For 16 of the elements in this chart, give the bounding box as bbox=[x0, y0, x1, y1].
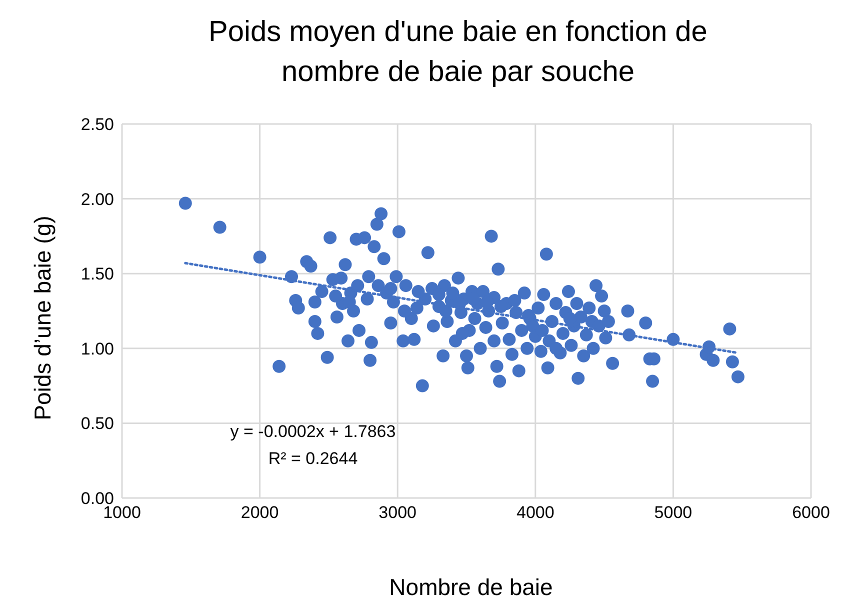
x-tick-label: 6000 bbox=[792, 503, 830, 522]
y-tick-label: 0.50 bbox=[80, 414, 114, 434]
y-tick-label: 1.00 bbox=[80, 339, 114, 358]
chart-title: Poids moyen d'une baie en fonction de nombre de baie par souche bbox=[208, 15, 708, 90]
y-tick-label: 1.50 bbox=[80, 264, 114, 284]
x-tick-label: 5000 bbox=[654, 503, 692, 522]
y-axis-title: Poids d’une baie (g) bbox=[30, 216, 56, 420]
x-tick-label: 3000 bbox=[378, 503, 417, 522]
annotation: R² = 0.2644 bbox=[267, 449, 359, 469]
y-tick-label: 2.00 bbox=[80, 190, 114, 209]
x-axis-title: Nombre de baie bbox=[388, 574, 554, 601]
y-tick-label: 2.50 bbox=[80, 115, 114, 134]
x-tick-label: 2000 bbox=[240, 503, 279, 522]
annotation: y = -0.0002x + 1.7863 bbox=[229, 422, 397, 442]
x-tick-label: 1000 bbox=[103, 503, 141, 522]
x-tick-label: 4000 bbox=[516, 503, 554, 522]
